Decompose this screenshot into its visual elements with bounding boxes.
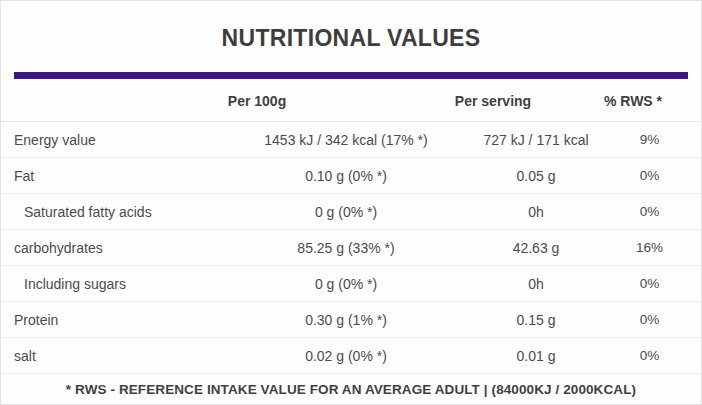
title-bar: NUTRITIONAL VALUES [1, 1, 701, 72]
per-serving-value: 727 kJ / 171 kcal [446, 132, 626, 148]
per-serving-value: 42.63 g [446, 240, 626, 256]
per-100g-value: 0 g (0% *) [246, 276, 446, 292]
accent-divider [14, 72, 688, 79]
per-serving-value: 0.15 g [446, 312, 626, 328]
column-header-per-100g: Per 100g [228, 93, 286, 109]
column-header-per-serving: Per serving [455, 93, 531, 109]
row-label: Protein [1, 312, 246, 328]
table-row-protein: Protein 0.30 g (1% *) 0.15 g 0% [1, 302, 701, 338]
row-label: Fat [1, 168, 246, 184]
rws-value: 0% [626, 204, 701, 219]
per-100g-value: 0 g (0% *) [246, 204, 446, 220]
rws-value: 0% [626, 312, 701, 327]
table-row-sugars: Including sugars 0 g (0% *) 0h 0% [1, 266, 701, 302]
table-row-carbohydrates: carbohydrates 85.25 g (33% *) 42.63 g 16… [1, 230, 701, 266]
per-100g-value: 0.10 g (0% *) [246, 168, 446, 184]
rws-value: 9% [626, 132, 701, 147]
per-serving-value: 0h [446, 204, 626, 220]
per-serving-value: 0.05 g [446, 168, 626, 184]
per-100g-value: 85.25 g (33% *) [246, 240, 446, 256]
column-header-rws: % RWS * [604, 93, 662, 109]
per-serving-value: 0.01 g [446, 348, 626, 364]
page-title: NUTRITIONAL VALUES [222, 25, 481, 52]
rws-value: 0% [626, 348, 701, 363]
table-row-saturated-fat: Saturated fatty acids 0 g (0% *) 0h 0% [1, 194, 701, 230]
rws-value: 16% [626, 240, 701, 255]
rws-footnote: * RWS - REFERENCE INTAKE VALUE FOR AN AV… [1, 374, 701, 404]
per-serving-value: 0h [446, 276, 626, 292]
row-label: Energy value [1, 132, 246, 148]
table-row-fat: Fat 0.10 g (0% *) 0.05 g 0% [1, 158, 701, 194]
rws-value: 0% [626, 276, 701, 291]
row-label: carbohydrates [1, 240, 246, 256]
row-label: salt [1, 348, 246, 364]
table-row-salt: salt 0.02 g (0% *) 0.01 g 0% [1, 338, 701, 374]
per-100g-value: 0.30 g (1% *) [246, 312, 446, 328]
row-label: Saturated fatty acids [1, 204, 246, 220]
per-100g-value: 1453 kJ / 342 kcal (17% *) [246, 132, 446, 148]
table-header-row: Per 100g Per serving % RWS * [1, 79, 701, 122]
nutrition-card: NUTRITIONAL VALUES Per 100g Per serving … [0, 0, 702, 405]
rws-value: 0% [626, 168, 701, 183]
per-100g-value: 0.02 g (0% *) [246, 348, 446, 364]
table-row-energy: Energy value 1453 kJ / 342 kcal (17% *) … [1, 122, 701, 158]
row-label: Including sugars [1, 276, 246, 292]
